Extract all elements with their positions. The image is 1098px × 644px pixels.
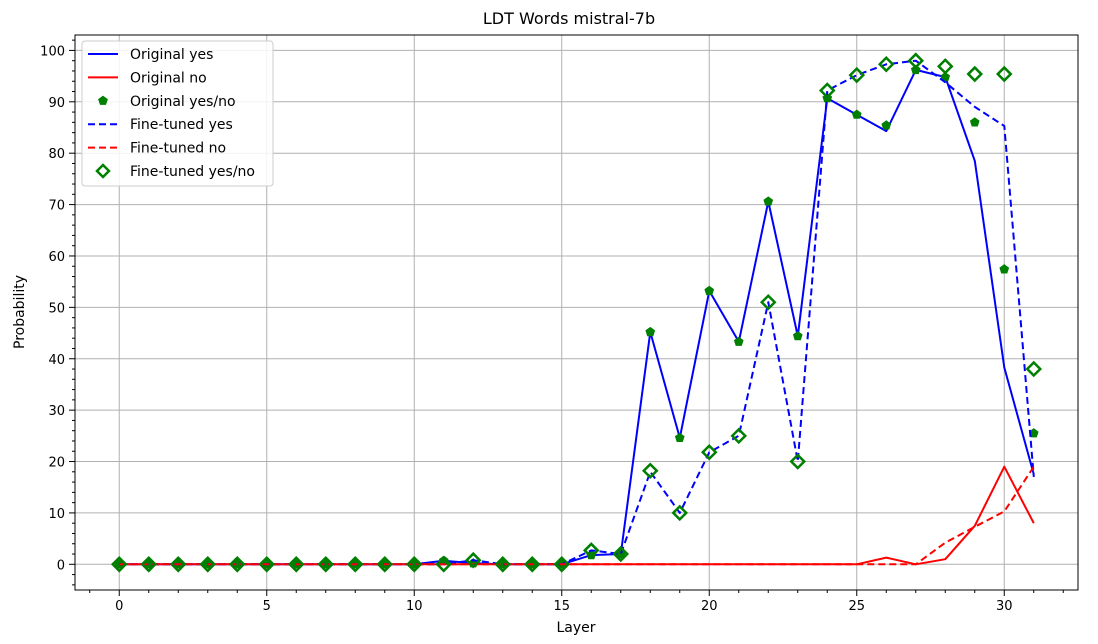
- y-tick-label: 100: [40, 44, 65, 59]
- data-point-original-yes-no: [851, 109, 862, 119]
- x-axis-label: Layer: [556, 620, 595, 636]
- data-point-original-yes-no: [674, 432, 685, 442]
- data-point-fine-tuned-yes-no: [612, 545, 630, 563]
- data-point-original-yes-no: [792, 330, 803, 341]
- data-point-fine-tuned-yes-no: [199, 556, 217, 573]
- data-point-original-yes-no: [881, 120, 892, 130]
- data-point-fine-tuned-yes-no: [317, 556, 335, 573]
- legend: Original yes Original no Original yes/no Fi…: [81, 40, 274, 187]
- data-point-fine-tuned-yes-no: [995, 65, 1013, 83]
- data-point-original-yes-no: [704, 285, 715, 296]
- data-point-fine-tuned-yes-no: [494, 556, 512, 573]
- data-point-original-yes-no: [733, 336, 744, 346]
- y-tick-label: 80: [48, 147, 65, 162]
- x-tick-label: 30: [996, 599, 1013, 614]
- data-point-fine-tuned-yes-no: [346, 556, 364, 573]
- data-point-fine-tuned-yes-no: [641, 462, 659, 480]
- legend-label: Original no: [130, 70, 207, 86]
- data-point-fine-tuned-yes-no: [759, 293, 777, 311]
- x-tick-label: 25: [848, 599, 865, 614]
- data-point-fine-tuned-yes-no: [789, 453, 807, 470]
- legend-label: Fine-tuned no: [130, 141, 226, 157]
- y-tick-label: 70: [48, 199, 65, 214]
- axis-ticks: 0 5 10 15 20 25 30 0 10 20 30 40 50 60 70 80 90 100: [40, 39, 1064, 614]
- data-point-fine-tuned-yes-no: [405, 556, 423, 573]
- data-point-original-yes-no: [910, 64, 921, 75]
- chart-title: LDT Words mistral-7b: [483, 9, 655, 28]
- y-tick-label: 30: [48, 404, 65, 419]
- x-tick-label: 15: [553, 599, 570, 614]
- data-point-fine-tuned-yes-no: [848, 66, 866, 84]
- y-tick-label: 0: [57, 558, 65, 573]
- data-point-original-yes-no: [999, 264, 1010, 274]
- x-tick-label: 0: [115, 599, 123, 614]
- data-point-fine-tuned-yes-no: [1025, 360, 1043, 378]
- data-point-original-yes-no: [969, 117, 980, 127]
- legend-label: Fine-tuned yes/no: [130, 164, 255, 180]
- data-point-fine-tuned-yes-no: [582, 542, 600, 559]
- y-tick-label: 50: [48, 301, 65, 316]
- data-point-fine-tuned-yes-no: [671, 504, 689, 522]
- y-tick-label: 90: [48, 96, 65, 111]
- legend-label: Original yes: [130, 47, 213, 63]
- plot-frame: [74, 34, 1079, 591]
- legend-swatch-original-yes-no: [98, 95, 108, 105]
- data-point-fine-tuned-yes-no: [464, 551, 482, 569]
- y-tick-label: 20: [48, 456, 65, 471]
- x-tick-label: 20: [701, 599, 718, 614]
- data-point-fine-tuned-yes-no: [523, 556, 541, 573]
- data-point-fine-tuned-yes-no: [435, 556, 453, 573]
- data-point-fine-tuned-yes-no: [936, 58, 954, 75]
- data-point-fine-tuned-yes-no: [169, 556, 187, 573]
- data-point-fine-tuned-yes-no: [700, 444, 718, 461]
- data-point-fine-tuned-yes-no: [140, 556, 158, 573]
- data-point-original-yes-no: [645, 326, 656, 337]
- x-tick-label: 5: [263, 599, 271, 614]
- data-point-fine-tuned-yes-no: [110, 556, 128, 573]
- legend-box: [81, 40, 274, 187]
- data-point-fine-tuned-yes-no: [907, 52, 925, 69]
- data-point-fine-tuned-yes-no: [877, 56, 895, 73]
- y-tick-label: 40: [48, 353, 65, 368]
- legend-swatch-fine-tuned-yes-no: [95, 163, 111, 179]
- data-point-fine-tuned-yes-no: [553, 556, 571, 573]
- legend-label: Fine-tuned yes: [130, 117, 233, 133]
- data-point-original-yes-no: [940, 71, 951, 82]
- data-point-fine-tuned-yes-no: [966, 65, 984, 83]
- y-tick-label: 10: [48, 507, 65, 522]
- x-tick-label: 10: [406, 599, 423, 614]
- data-point-fine-tuned-yes-no: [818, 82, 836, 99]
- y-tick-label: 60: [48, 250, 65, 265]
- data-point-fine-tuned-yes-no: [376, 556, 394, 573]
- series-line-fine-tuned-no: [119, 466, 1035, 566]
- data-point-original-yes-no: [763, 196, 774, 206]
- data-point-fine-tuned-yes-no: [258, 556, 276, 573]
- legend-label: Original yes/no: [130, 94, 236, 110]
- data-point-fine-tuned-yes-no: [730, 427, 748, 445]
- data-point-fine-tuned-yes-no: [228, 556, 246, 573]
- y-axis-label: Probability: [12, 275, 28, 349]
- series-layer: [110, 52, 1043, 573]
- data-point-fine-tuned-yes-no: [287, 556, 305, 573]
